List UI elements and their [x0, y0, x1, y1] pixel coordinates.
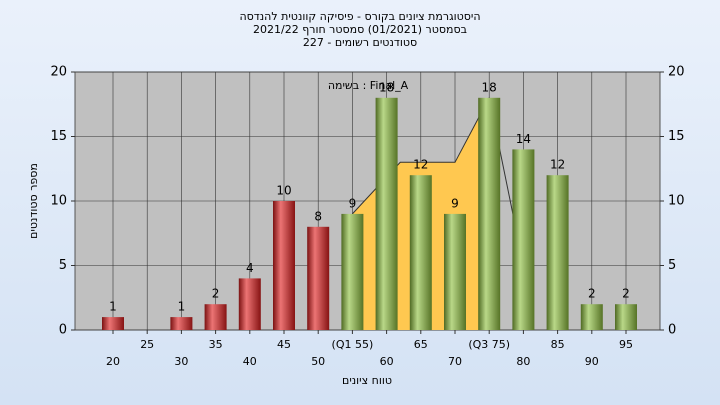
x-tick-label: 45	[277, 338, 291, 351]
value-label: 1	[178, 300, 186, 314]
x-tick-label: (Q1 55)	[332, 338, 374, 351]
x-axis-label: טווח ציונים	[342, 374, 392, 387]
chart-title: היסטוגרמת ציונים בקורס - פיסיקה קוונטית …	[239, 10, 480, 23]
value-label: 14	[516, 132, 531, 146]
y-tick-label: 0	[59, 323, 67, 338]
y-tick-label: 15	[50, 129, 67, 144]
y2-tick-label: 15	[668, 129, 685, 144]
x-tick-label: 60	[380, 355, 394, 368]
annotation: בשימה : Final_A	[328, 79, 409, 92]
y-tick-label: 10	[50, 194, 67, 209]
y-tick-label: 20	[50, 65, 67, 80]
x-tick-label: 50	[311, 355, 325, 368]
bar	[409, 175, 432, 330]
x-tick-label: 85	[551, 338, 565, 351]
value-label: 2	[588, 287, 596, 301]
y2-tick-label: 0	[668, 323, 676, 338]
y2-tick-label: 20	[668, 65, 685, 80]
x-tick-label: 70	[448, 355, 462, 368]
bar	[341, 213, 364, 330]
value-label: 18	[482, 80, 497, 94]
value-label: 18	[379, 80, 394, 94]
value-label: 9	[451, 196, 459, 210]
bar	[102, 317, 124, 330]
x-tick-label: 80	[516, 355, 530, 368]
bar	[170, 317, 193, 330]
x-tick-label: 95	[619, 338, 633, 351]
value-label: 8	[314, 209, 322, 223]
bar	[204, 304, 227, 330]
y2-tick-label: 10	[668, 194, 685, 209]
bar	[375, 97, 398, 330]
x-tick-label: 20	[106, 355, 120, 368]
bar	[273, 201, 295, 330]
x-tick-label: 25	[140, 338, 154, 351]
bar	[307, 226, 330, 330]
value-label: 4	[246, 261, 254, 275]
y-axis-label: מספר סטודנטים	[27, 163, 40, 239]
bar	[512, 149, 535, 330]
subtitle: בסמסטר (01/2021) סמסטר חורף 2021/22	[253, 23, 467, 36]
value-label: 9	[349, 196, 357, 210]
bar	[238, 278, 261, 330]
bar	[478, 97, 501, 330]
bar	[444, 213, 466, 330]
value-label: 2	[622, 287, 630, 301]
bar	[615, 304, 637, 330]
bar	[546, 175, 569, 330]
value-label: 1	[109, 300, 117, 314]
value-label: 12	[413, 158, 428, 172]
x-tick-label: 40	[243, 355, 257, 368]
value-label: 12	[550, 158, 565, 172]
x-tick-label: 90	[585, 355, 599, 368]
y2-tick-label: 5	[668, 258, 676, 273]
value-label: 2	[212, 287, 220, 301]
x-tick-label: 35	[209, 338, 223, 351]
x-tick-label: 30	[174, 355, 188, 368]
x-tick-label: 65	[414, 338, 428, 351]
value-label: 10	[276, 184, 291, 198]
y-tick-label: 5	[59, 258, 67, 273]
subtitle: סטודנטים רשומים - 227	[303, 36, 417, 49]
x-tick-label: (Q3 75)	[468, 338, 510, 351]
bar	[580, 304, 603, 330]
